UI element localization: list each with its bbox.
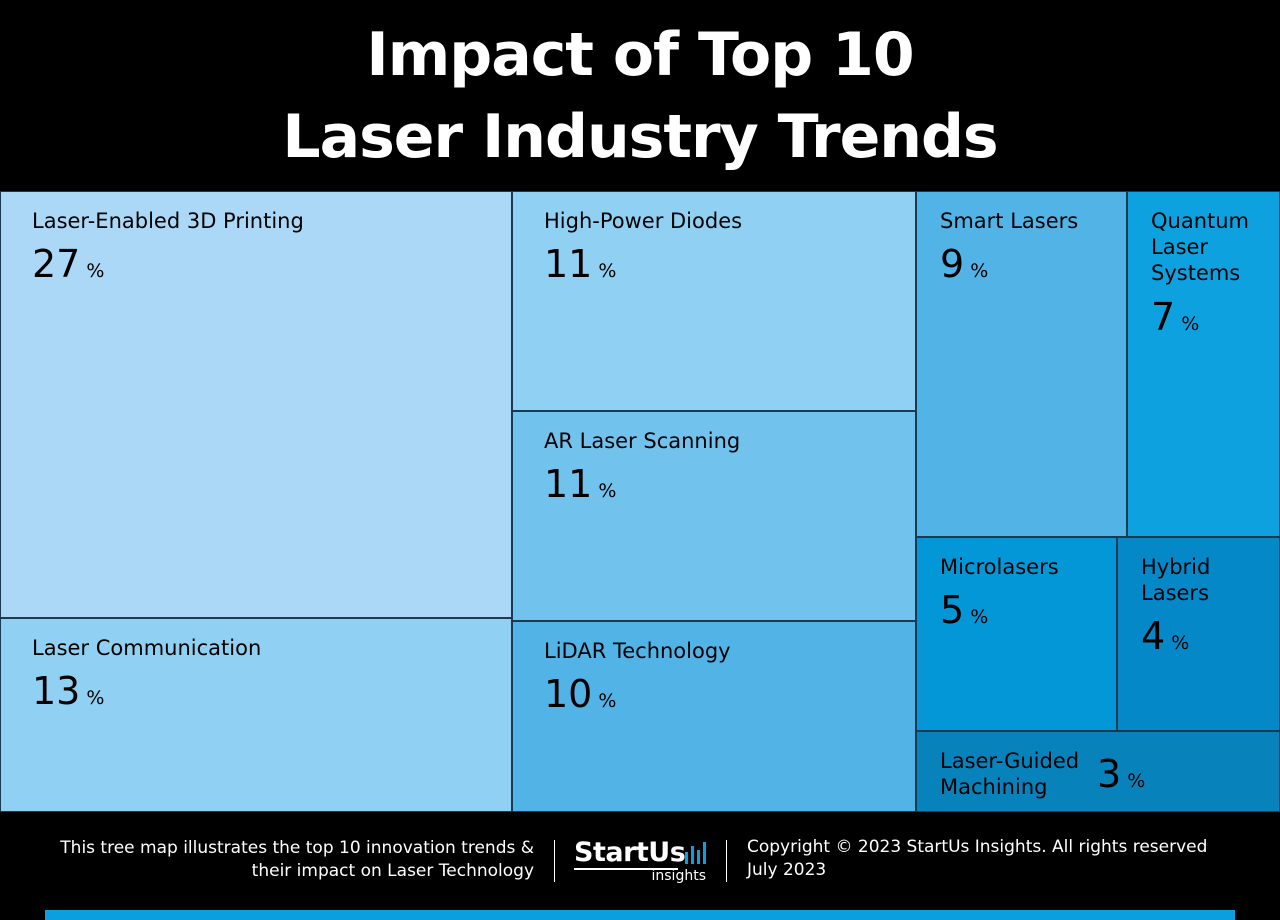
footer-description-line1: This tree map illustrates the top 10 inn… (60, 838, 534, 858)
tile-label: Hybrid Lasers (1141, 555, 1211, 605)
tile-label: Laser Communication (32, 636, 262, 660)
tile-value-number: 9 (940, 242, 965, 286)
tile-label: Quantum Laser Systems (1151, 209, 1250, 285)
tile-label: AR Laser Scanning (544, 429, 741, 453)
treemap-tile: Microlasers 5% (916, 537, 1117, 731)
tile-value-number: 11 (544, 242, 593, 286)
tile-value-unit: % (598, 260, 617, 282)
chart-title-line1: Impact of Top 10 (366, 20, 914, 90)
tile-value-number: 11 (544, 462, 593, 506)
tile-value-unit: % (86, 687, 105, 709)
startus-insights-logo: StartUs insights (574, 838, 708, 886)
bottom-accent-bar (45, 910, 1235, 920)
tile-value-number: 3 (1097, 752, 1122, 796)
logo-subtitle: insights (651, 868, 707, 884)
tile-value-unit: % (598, 690, 617, 712)
chart-title: Impact of Top 10 Laser Industry Trends (0, 14, 1280, 178)
tile-label: Laser-Enabled 3D Printing (32, 209, 304, 233)
tile-label: Smart Lasers (940, 209, 1079, 233)
tile-value: 11% (544, 462, 616, 513)
tile-value: 27% (32, 242, 104, 293)
tile-label: Laser-Guided Machining (940, 749, 1080, 799)
tile-value-number: 5 (940, 588, 965, 632)
tile-value-number: 10 (544, 672, 593, 716)
footer-copyright: Copyright © 2023 StartUs Insights. All r… (747, 836, 1207, 882)
tile-value: 7% (1151, 295, 1199, 346)
treemap: Laser-Enabled 3D Printing 27% Laser Commun… (0, 191, 1280, 812)
tile-value: 11% (544, 242, 616, 293)
footer-divider-right (726, 840, 727, 882)
tile-value: 10% (544, 672, 616, 723)
tile-value: 9% (940, 242, 988, 293)
treemap-tile: Smart Lasers 9% (916, 191, 1127, 537)
treemap-tile: Laser-Enabled 3D Printing 27% (0, 191, 512, 618)
footer-divider-left (554, 840, 555, 882)
tile-label: High-Power Diodes (544, 209, 743, 233)
tile-value-unit: % (970, 606, 989, 628)
treemap-tile: AR Laser Scanning 11% (512, 411, 916, 621)
treemap-tile: Quantum Laser Systems 7% (1127, 191, 1280, 537)
treemap-tile: Laser Communication 13% (0, 618, 512, 812)
tile-value-unit: % (1181, 313, 1200, 335)
tile-value: 4% (1141, 614, 1189, 665)
tile-value-number: 7 (1151, 295, 1176, 339)
treemap-tile: Hybrid Lasers 4% (1117, 537, 1280, 731)
treemap-tile: LiDAR Technology 10% (512, 621, 916, 812)
logo-underline (574, 868, 678, 870)
tile-value-unit: % (1171, 632, 1190, 654)
tile-value-number: 27 (32, 242, 81, 286)
tile-label: Microlasers (940, 555, 1059, 579)
treemap-tile: High-Power Diodes 11% (512, 191, 916, 411)
tile-value-unit: % (970, 260, 989, 282)
footer-description: This tree map illustrates the top 10 inn… (60, 837, 534, 883)
tile-value: 5% (940, 588, 988, 639)
publication-date: July 2023 (747, 860, 827, 880)
tile-value-unit: % (86, 260, 105, 282)
footer-description-line2: their impact on Laser Technology (251, 861, 534, 881)
tile-value: 3% (1097, 752, 1145, 803)
tile-value-unit: % (598, 480, 617, 502)
tile-value-unit: % (1127, 770, 1146, 792)
chart-title-line2: Laser Industry Trends (282, 102, 998, 172)
tile-value: 13% (32, 669, 104, 720)
logo-wordmark: StartUs (574, 837, 686, 868)
tile-value-number: 4 (1141, 614, 1166, 658)
copyright-text: Copyright © 2023 StartUs Insights. All r… (747, 837, 1208, 857)
logo-bars-icon (685, 842, 706, 864)
tile-label: LiDAR Technology (544, 639, 731, 663)
tile-value-number: 13 (32, 669, 81, 713)
treemap-tile: Laser-Guided Machining 3% (916, 731, 1280, 812)
footer: This tree map illustrates the top 10 inn… (0, 812, 1280, 910)
